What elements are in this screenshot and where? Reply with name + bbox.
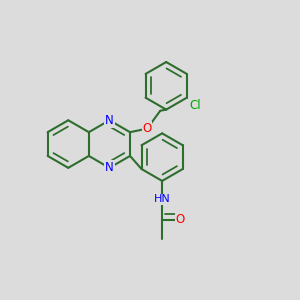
Text: N: N [105, 114, 114, 127]
Text: O: O [175, 213, 184, 226]
Text: HN: HN [154, 194, 170, 205]
Text: N: N [105, 161, 114, 174]
Text: Cl: Cl [189, 99, 201, 112]
Text: O: O [142, 122, 152, 135]
